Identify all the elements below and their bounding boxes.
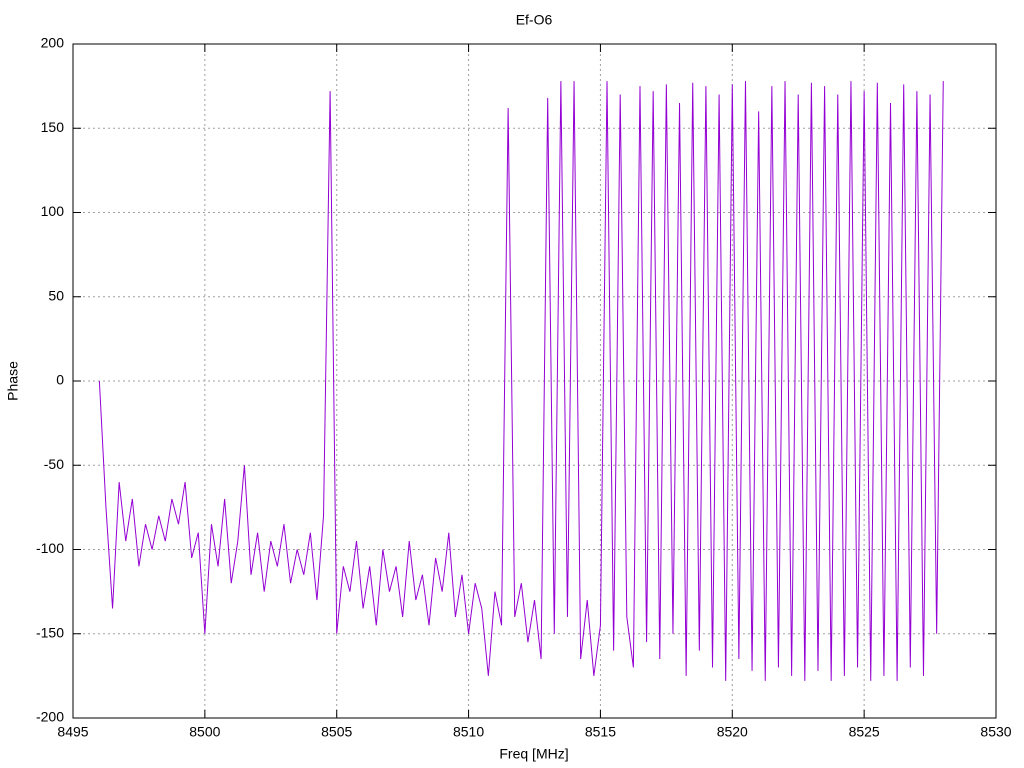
x-tick-label: 8515 <box>585 724 616 740</box>
x-tick-label: 8510 <box>453 724 484 740</box>
y-tick-label: -200 <box>36 709 64 725</box>
y-tick-label: -50 <box>44 456 64 472</box>
y-tick-label: 50 <box>48 287 64 303</box>
x-tick-label: 8525 <box>849 724 880 740</box>
y-tick-label: -150 <box>36 624 64 640</box>
chart-title: Ef-O6 <box>516 12 553 28</box>
y-axis-label: Phase <box>5 361 21 401</box>
x-tick-label: 8530 <box>980 724 1011 740</box>
x-tick-label: 8505 <box>321 724 352 740</box>
plot-border <box>72 43 997 719</box>
x-tick-label: 8520 <box>717 724 748 740</box>
y-tick-label: 200 <box>41 35 65 51</box>
x-tick-label: 8500 <box>189 724 220 740</box>
x-axis-label: Freq [MHz] <box>499 746 568 762</box>
y-tick-label: 0 <box>56 372 64 388</box>
data-line <box>98 81 944 681</box>
y-tick-label: -100 <box>36 540 64 556</box>
y-tick-label: 100 <box>41 203 65 219</box>
x-tick-label: 8495 <box>57 724 88 740</box>
y-tick-label: 150 <box>41 119 65 135</box>
